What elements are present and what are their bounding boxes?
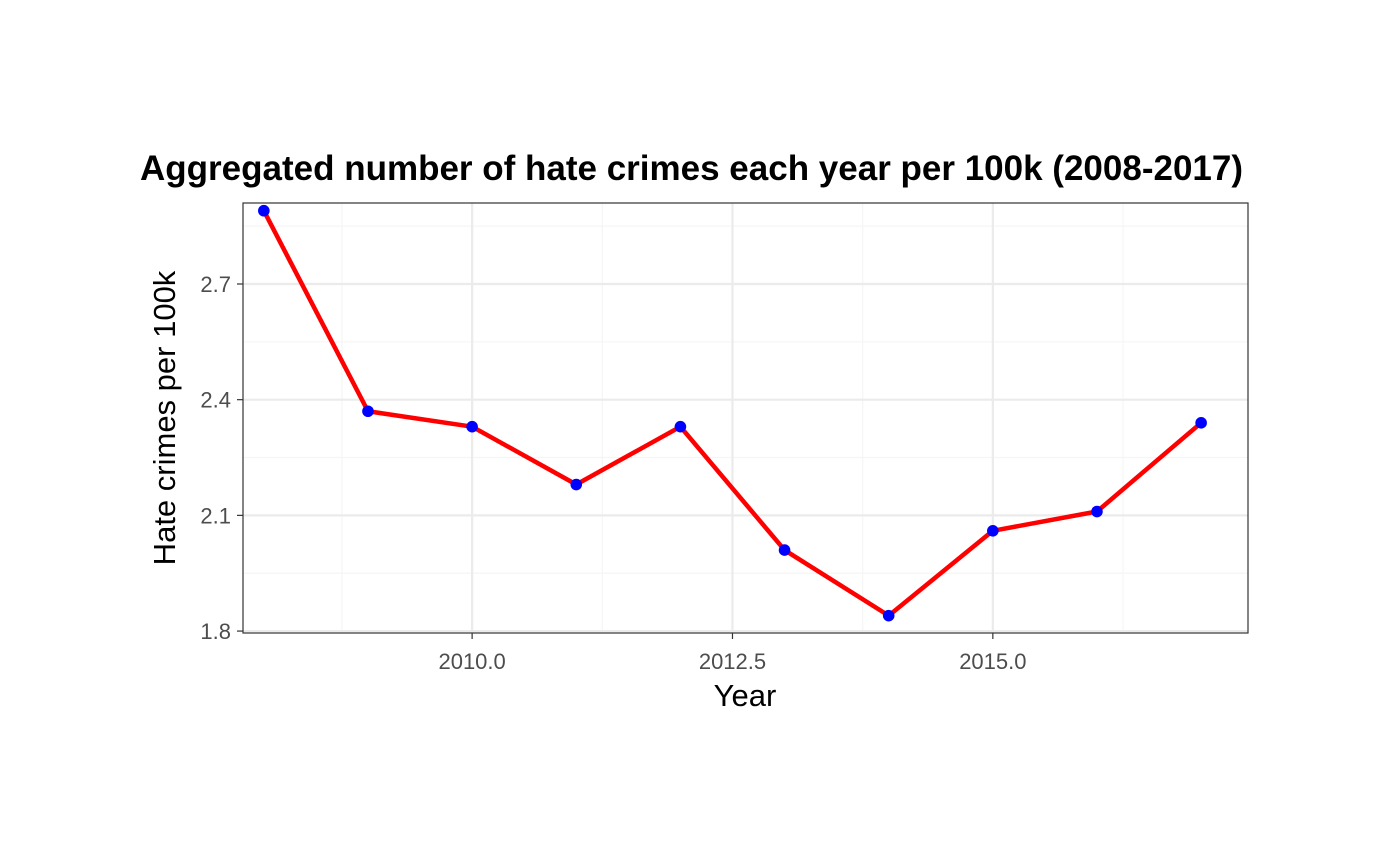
series-line: [261, 209, 1203, 618]
x-tick-label: 2015.0: [959, 649, 1026, 674]
data-point: [362, 405, 374, 418]
chart-title: Aggregated number of hate crimes each ye…: [140, 149, 1243, 188]
data-point: [778, 544, 791, 556]
axis-ticks: 2010.0 2012.5 2015.0 1.8 2.1 2.4 2.7: [200, 272, 1026, 674]
data-point: [1195, 417, 1207, 429]
major-gridlines: [243, 203, 1248, 633]
x-tick-label: 2010.0: [438, 649, 505, 674]
data-point: [466, 420, 478, 433]
minor-gridlines: [243, 203, 1248, 633]
panel-border: [242, 202, 1249, 634]
series-layer: [258, 204, 1207, 622]
y-tick-label: 2.7: [200, 272, 231, 297]
data-point: [570, 478, 583, 491]
y-tick-label: 1.8: [200, 619, 231, 644]
x-axis-title: Year: [714, 678, 777, 713]
y-tick-label: 2.4: [200, 388, 231, 413]
y-tick-label: 2.1: [200, 503, 231, 528]
x-tick-label: 2012.5: [699, 649, 766, 674]
data-point: [987, 525, 999, 537]
y-axis-title: Hate crimes per 100k: [147, 270, 182, 565]
data-point: [674, 420, 687, 433]
data-point: [882, 609, 895, 622]
data-point: [258, 204, 270, 217]
data-point: [1091, 505, 1103, 518]
